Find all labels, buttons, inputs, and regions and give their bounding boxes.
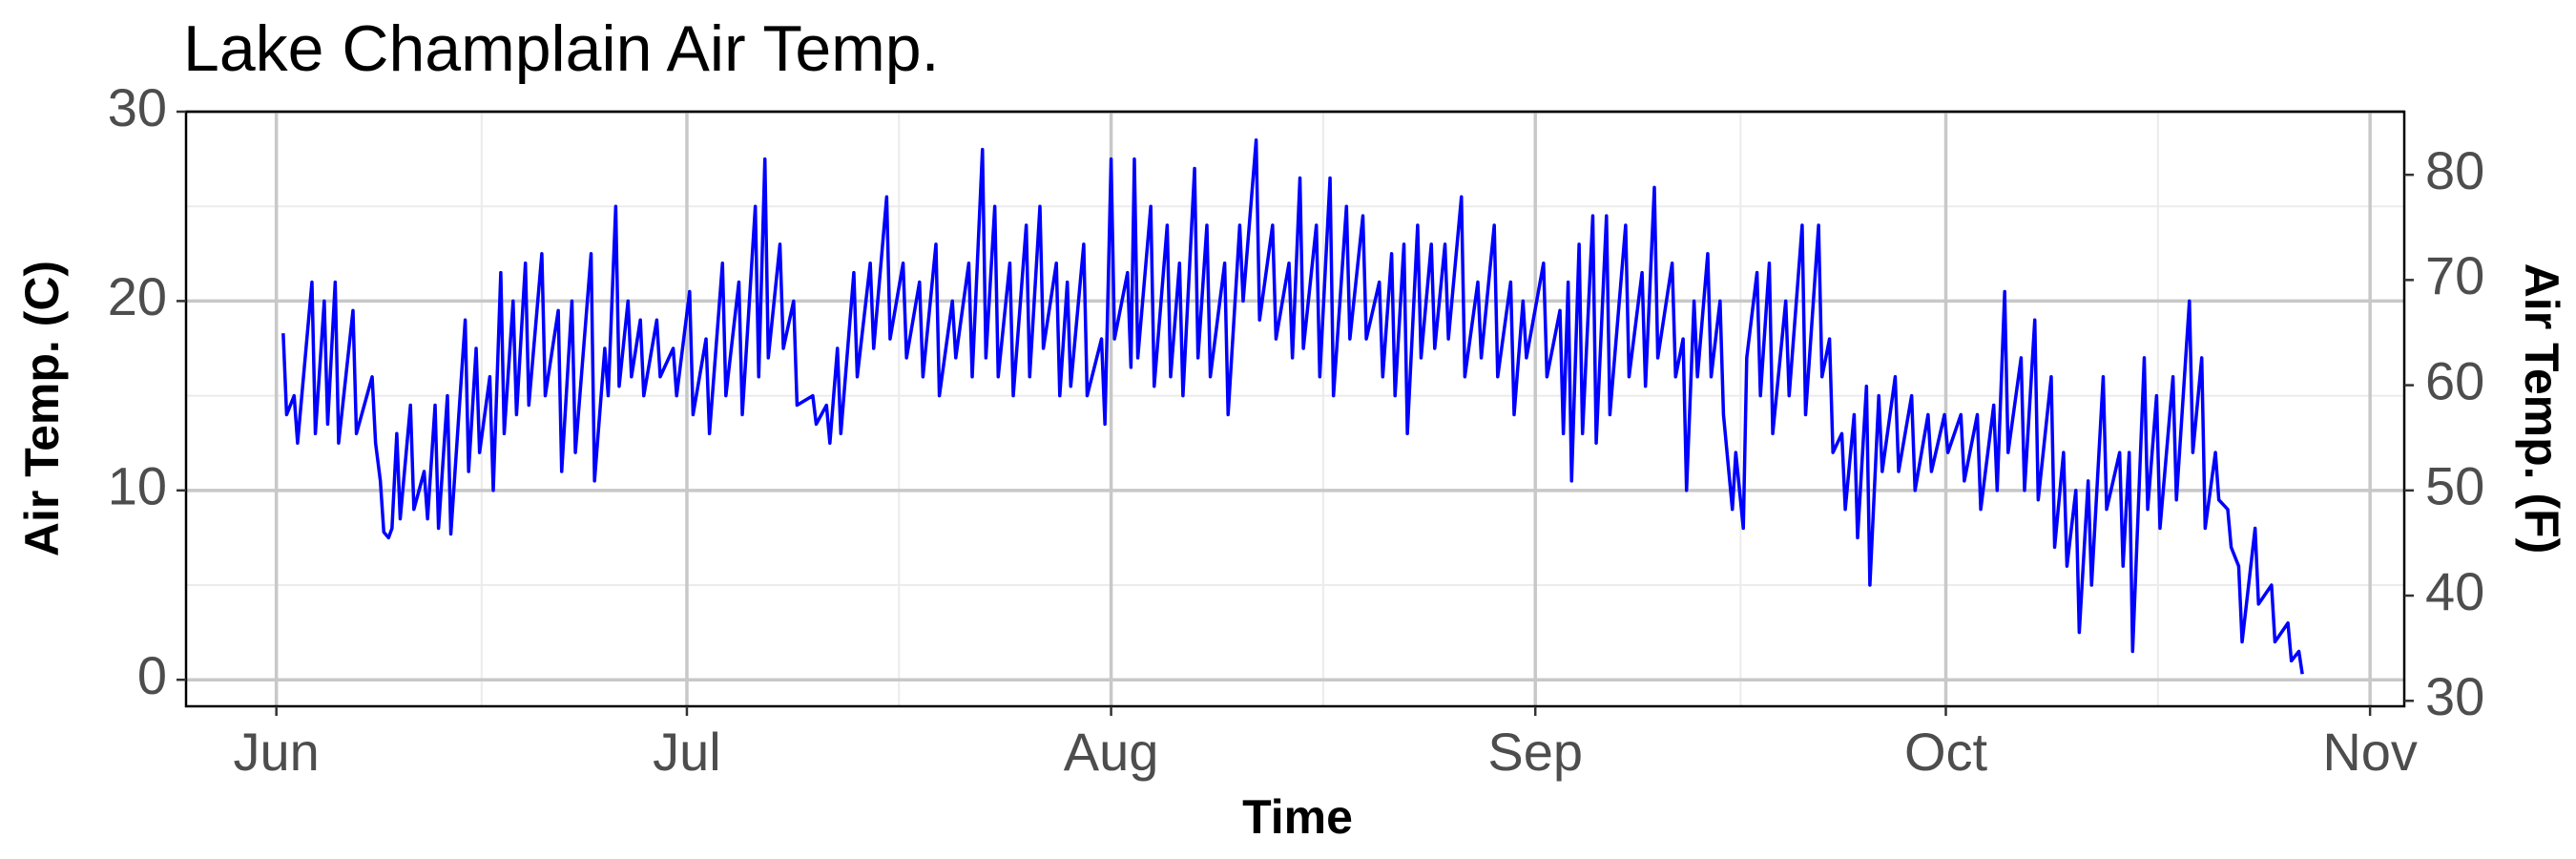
temperature-line <box>281 138 2304 675</box>
x-tick-label: Jun <box>234 722 320 782</box>
y-tick-label: 0 <box>137 645 167 705</box>
x-tick-label: Aug <box>1064 722 1159 782</box>
y2-tick-label: 80 <box>2425 140 2484 200</box>
y2-axis-title: Air Temp. (F) <box>2515 263 2568 555</box>
y-tick-label: 20 <box>108 266 167 326</box>
x-tick-label: Sep <box>1487 722 1583 782</box>
x-tick-label: Nov <box>2322 722 2418 782</box>
y-tick-label: 10 <box>108 456 167 516</box>
panel-border <box>184 110 2406 708</box>
x-tick-label: Jul <box>653 722 721 782</box>
y2-tick-label: 30 <box>2425 666 2484 726</box>
y2-tick-label: 70 <box>2425 245 2484 305</box>
y2-tick-label: 40 <box>2425 561 2484 621</box>
y2-tick-label: 60 <box>2425 350 2484 410</box>
y-axis-title: Air Temp. (C) <box>15 261 69 556</box>
x-tick-label: Oct <box>1904 722 1988 782</box>
chart-title: Lake Champlain Air Temp. <box>183 12 940 85</box>
x-axis-title: Time <box>1242 790 1353 844</box>
y2-tick-label: 50 <box>2425 456 2484 516</box>
y-tick-label: 30 <box>108 77 167 137</box>
